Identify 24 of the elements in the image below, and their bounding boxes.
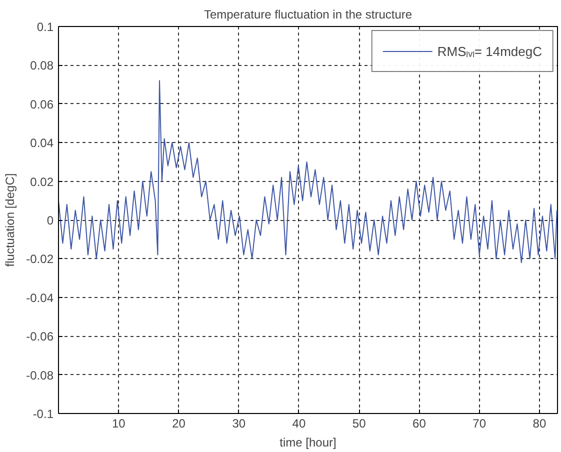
y-tick-label: -0.06 (26, 330, 54, 344)
x-tick-label: 10 (112, 416, 126, 430)
x-tick-label: 70 (472, 416, 486, 430)
y-tick-label: 0.02 (30, 174, 54, 189)
y-axis-title: fluctuation [degC] (3, 173, 18, 267)
y-tick-label: 0.06 (30, 97, 54, 112)
y-tick-label: -0.08 (26, 368, 54, 382)
x-tick-label: 60 (412, 416, 426, 430)
line-series (58, 80, 558, 264)
legend-label: RMSₗᵥₗ= 14mdegC (437, 43, 542, 60)
y-tick-label: 0.1 (36, 20, 54, 34)
x-tick-label: 80 (532, 416, 546, 430)
y-tick-label: 0.08 (30, 58, 54, 73)
x-tick-label: 50 (352, 416, 366, 430)
y-tick-label: -0.04 (26, 290, 54, 305)
y-tick-label: -0.1 (32, 407, 54, 421)
x-tick-label: 20 (172, 416, 186, 430)
x-tick-label: 40 (292, 416, 306, 430)
y-tick-label: 0.04 (30, 136, 54, 150)
y-tick-label: -0.02 (26, 252, 54, 266)
y-tick-label: 0 (46, 214, 54, 228)
x-tick-label: 30 (232, 416, 246, 430)
chart-title: Temperature fluctuation in the structure (204, 8, 412, 22)
x-axis-title: time [hour] (280, 436, 336, 450)
